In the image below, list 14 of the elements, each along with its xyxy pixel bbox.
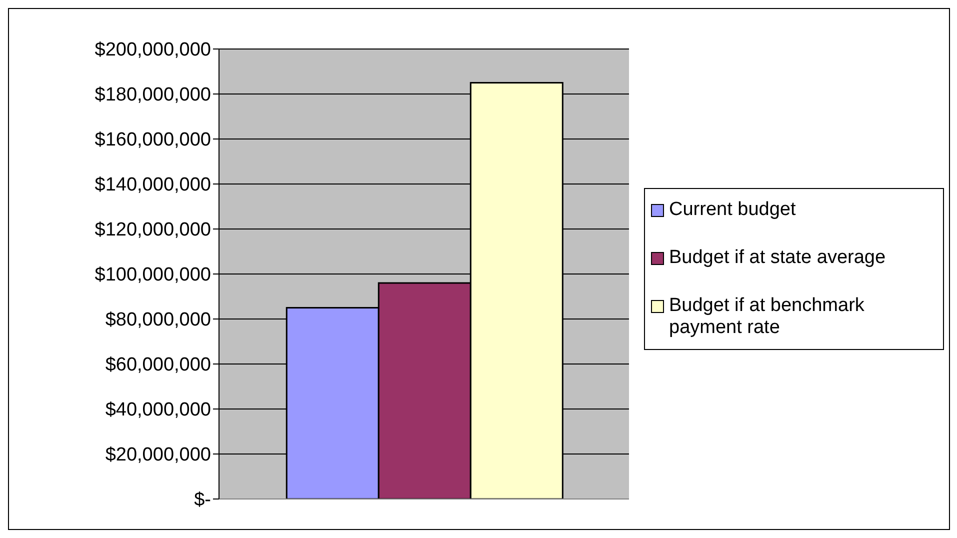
y-tick-label: $180,000,000 (94, 84, 211, 106)
y-tick-label: $120,000,000 (94, 220, 211, 241)
y-tick-label: $160,000,000 (94, 130, 211, 151)
y-tick-label: $20,000,000 (105, 444, 211, 466)
y-tick-label: $60,000,000 (105, 354, 211, 376)
y-tick-label: $140,000,000 (94, 174, 211, 196)
y-tick-label: $- (194, 490, 211, 511)
y-tick-label: $40,000,000 (105, 400, 211, 421)
legend-label: Current budget (669, 199, 796, 221)
y-tick-label: $200,000,000 (94, 40, 211, 61)
legend-label: Budget if at state average (669, 247, 886, 269)
y-tick-label: $100,000,000 (94, 264, 211, 286)
y-tick-label: $80,000,000 (105, 310, 211, 331)
legend-label: Budget if at benchmark payment rate (669, 295, 866, 339)
